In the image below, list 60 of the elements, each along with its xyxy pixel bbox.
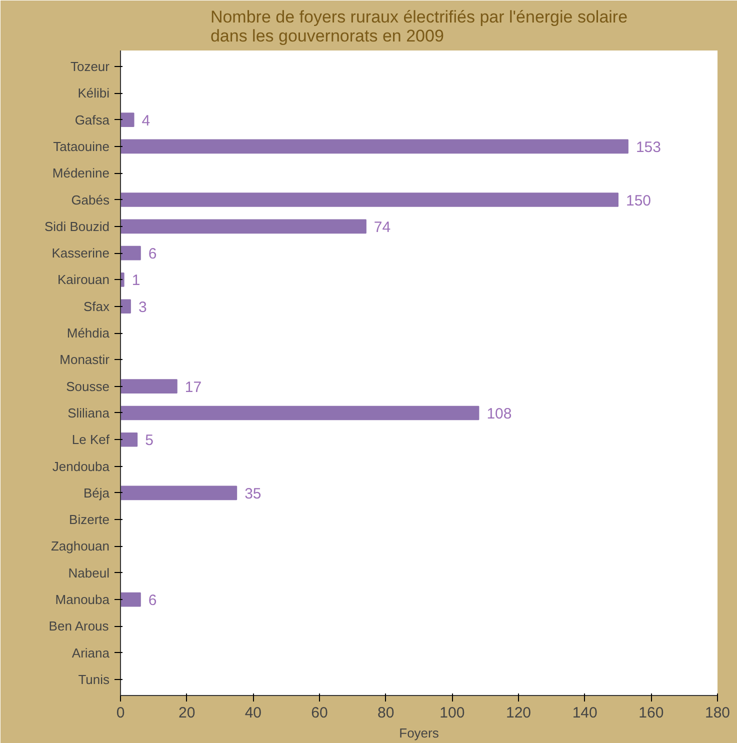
y-tick-label: Kélibi [78,86,110,101]
y-tick-label: Ariana [72,645,110,660]
x-tick-label: 20 [178,704,196,722]
x-tick-label: 140 [572,704,598,722]
y-tick-label: Ben Arous [48,618,110,634]
data-label: 108 [486,405,512,422]
y-tick-label: Tunis [78,672,110,688]
x-tick-label: 0 [116,704,125,722]
bar [120,112,134,127]
bar [120,592,141,607]
x-axis-title: Foyers [399,726,440,740]
bar [120,192,618,207]
data-label: 6 [148,592,157,610]
y-tick-label: Médenine [52,166,110,181]
y-tick-label: Nabeul [68,565,110,580]
y-tick-label: Gafsa [74,112,110,128]
data-label: 35 [244,485,262,502]
bar [120,246,141,260]
x-tick-label: 180 [704,704,730,722]
y-tick-label: Sousse [66,378,110,394]
bar [120,139,628,154]
x-tick-label: 120 [506,704,532,722]
y-tick-label: Tozeur [70,58,110,74]
y-tick-label: Béja [83,485,110,500]
y-tick-label: Kairouan [57,272,110,288]
data-label: 6 [148,246,157,263]
bar [120,432,138,447]
bar [120,219,366,234]
y-tick-label: Sfax [83,298,110,314]
data-label: 1 [132,272,140,290]
x-tick-label: 80 [377,704,394,722]
data-label: 3 [138,298,147,316]
data-label: 4 [142,112,150,130]
bar [120,379,178,394]
x-tick-label: 160 [638,704,664,722]
bar [120,272,124,287]
x-tick-label: 40 [244,704,262,722]
data-label: 153 [636,138,661,156]
y-tick-label: Bizerte [69,512,110,528]
y-tick-label: Monastir [60,352,110,368]
y-tick-label: Zaghouan [50,538,110,554]
y-tick-label: Méhdia [66,326,110,341]
data-label: 74 [374,218,391,236]
y-tick-label: Manouba [55,592,110,608]
y-tick-label: Sidi Bouzid [44,218,110,234]
y-tick-label: Jendouba [52,458,110,474]
y-tick-label: Gabés [71,192,110,208]
y-tick-label: Tataouine [53,138,110,154]
data-label: 17 [184,378,202,396]
y-tick-label: Le Kef [72,432,110,448]
x-tick-label: 100 [440,704,465,722]
bar [120,299,131,314]
bar [120,486,238,500]
x-tick-label: 60 [311,704,328,722]
data-label: 5 [145,432,154,450]
chart-title: Nombre de foyers ruraux électrifiés par l'énergie solaire dans les gouvernorats en 2009 [210,8,628,46]
y-tick-label: Kasserine [52,246,110,261]
y-tick-label: Sliliana [68,405,110,420]
data-label: 150 [626,192,652,210]
bar [120,406,480,420]
